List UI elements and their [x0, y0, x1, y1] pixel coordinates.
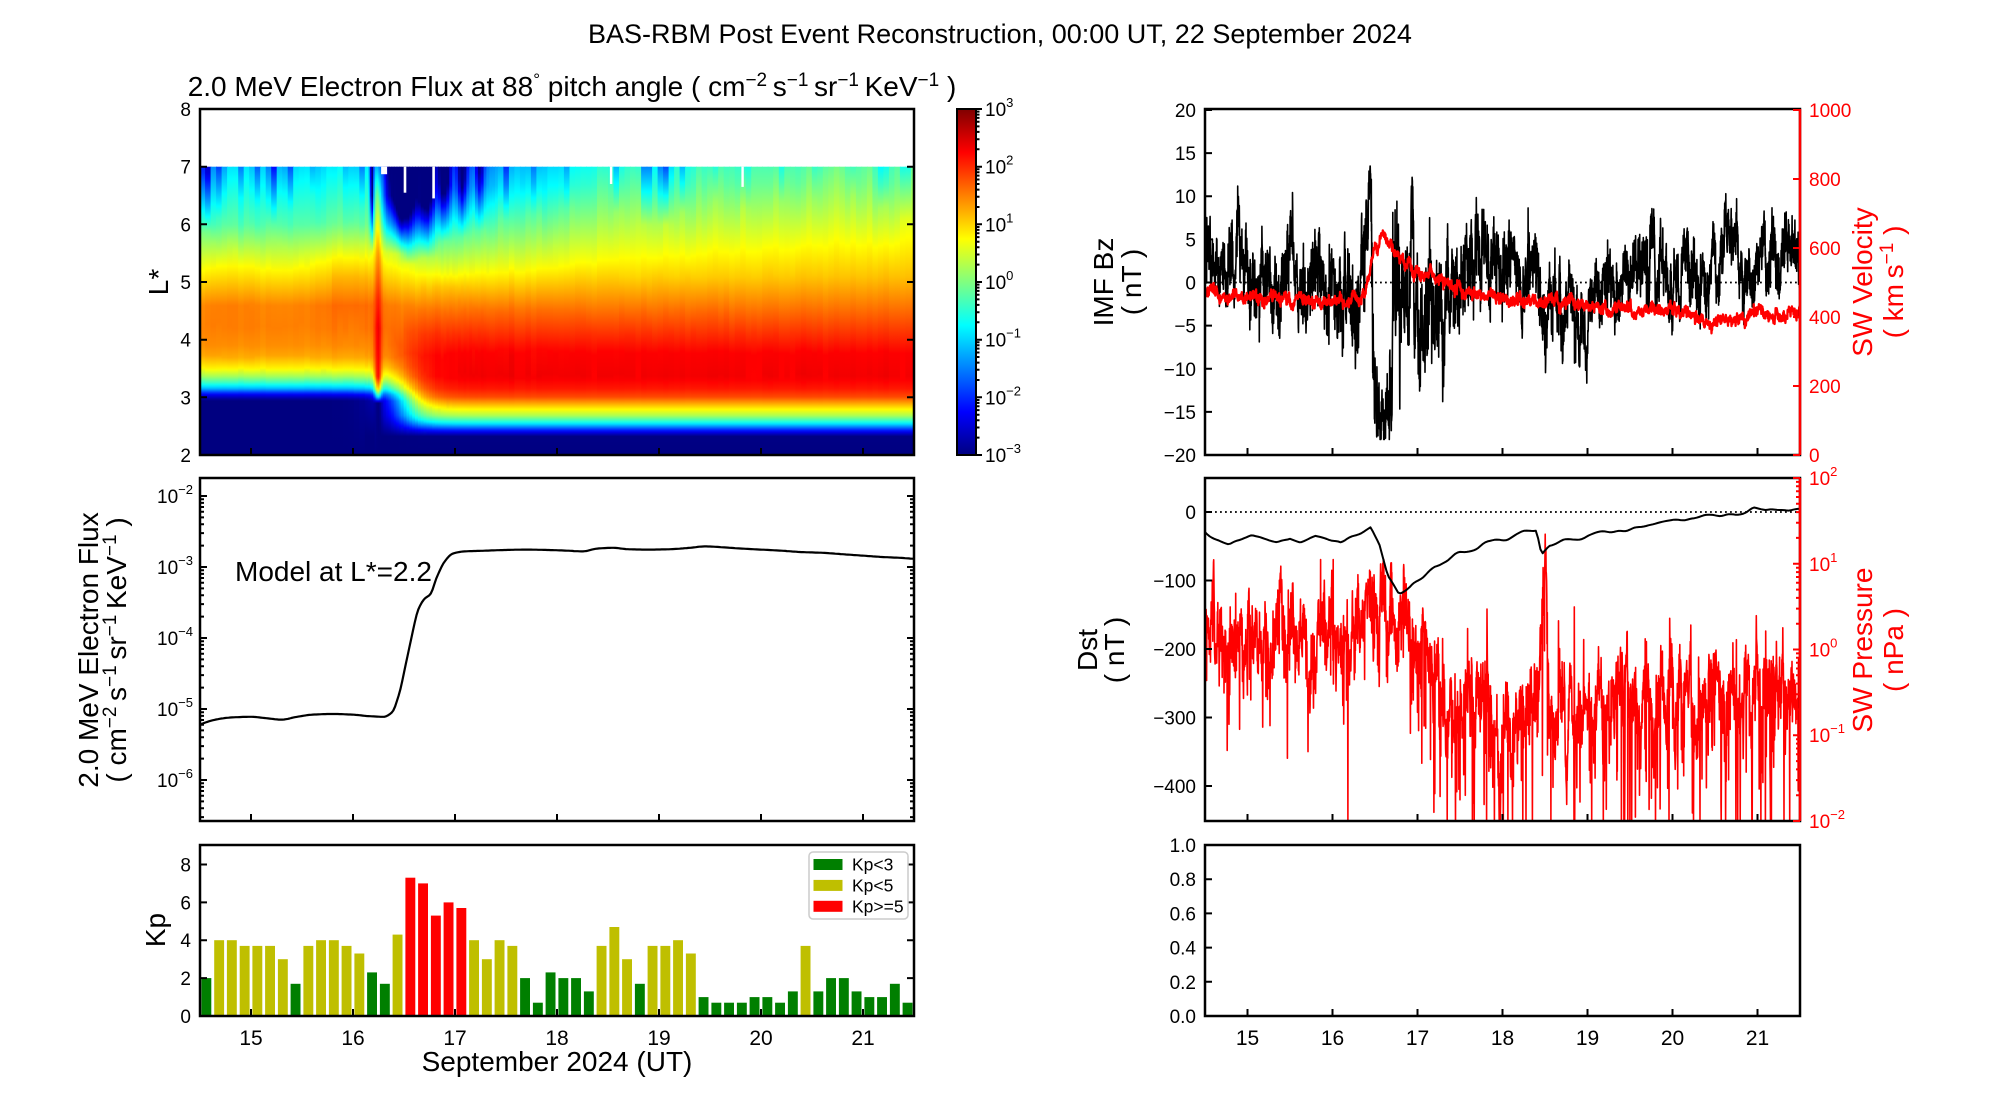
- svg-text:800: 800: [1809, 170, 1841, 191]
- svg-text:0: 0: [1809, 446, 1820, 467]
- svg-text:September 2024 (UT): September 2024 (UT): [422, 1046, 693, 1077]
- svg-text:2.0 MeV Electron Flux at 88° p: 2.0 MeV Electron Flux at 88° pitch angle…: [188, 70, 957, 102]
- svg-text:( nT ): ( nT ): [1099, 617, 1130, 683]
- svg-text:( km s−1 ): ( km s−1 ): [1877, 226, 1909, 339]
- svg-text:L*: L*: [143, 269, 174, 296]
- svg-text:Kp<5: Kp<5: [852, 875, 893, 895]
- svg-text:Kp>=5: Kp>=5: [852, 896, 904, 916]
- svg-text:( nPa ): ( nPa ): [1878, 608, 1909, 692]
- svg-text:600: 600: [1809, 239, 1841, 260]
- svg-text:5: 5: [180, 273, 191, 294]
- svg-text:20: 20: [749, 1027, 772, 1050]
- svg-text:15: 15: [1236, 1027, 1259, 1050]
- svg-text:0.2: 0.2: [1170, 973, 1196, 994]
- svg-text:−300: −300: [1153, 709, 1196, 730]
- svg-text:2: 2: [180, 969, 191, 990]
- svg-text:−10: −10: [1164, 360, 1196, 381]
- svg-text:6: 6: [180, 215, 191, 236]
- svg-text:−20: −20: [1164, 446, 1196, 467]
- svg-text:( nT ): ( nT ): [1116, 249, 1147, 315]
- svg-text:10−6: 10−6: [157, 766, 193, 792]
- svg-text:19: 19: [647, 1027, 670, 1050]
- svg-text:0: 0: [1185, 503, 1196, 524]
- svg-text:18: 18: [1491, 1027, 1514, 1050]
- svg-text:4: 4: [180, 331, 191, 352]
- svg-text:IMF Bz: IMF Bz: [1088, 238, 1119, 327]
- svg-text:16: 16: [341, 1027, 364, 1050]
- svg-text:400: 400: [1809, 308, 1841, 329]
- svg-text:1.0: 1.0: [1170, 836, 1196, 857]
- svg-text:Model at L*=2.2: Model at L*=2.2: [235, 556, 432, 587]
- svg-text:21: 21: [851, 1027, 874, 1050]
- svg-text:19: 19: [1576, 1027, 1599, 1050]
- svg-text:0.4: 0.4: [1170, 939, 1197, 960]
- svg-text:2.0 MeV Electron Flux: 2.0 MeV Electron Flux: [73, 512, 104, 787]
- svg-text:0.8: 0.8: [1170, 870, 1196, 891]
- svg-text:21: 21: [1746, 1027, 1769, 1050]
- svg-text:0: 0: [180, 1007, 191, 1028]
- svg-text:−200: −200: [1153, 640, 1196, 661]
- svg-text:20: 20: [1661, 1027, 1684, 1050]
- svg-text:6: 6: [180, 893, 191, 914]
- svg-text:4: 4: [180, 931, 191, 952]
- svg-text:10: 10: [1175, 187, 1196, 208]
- svg-text:0.0: 0.0: [1170, 1007, 1196, 1028]
- svg-text:( cm−2 s−1 sr−1 KeV−1 ): ( cm−2 s−1 sr−1 KeV−1 ): [100, 517, 132, 782]
- svg-text:SW Pressure: SW Pressure: [1847, 568, 1878, 733]
- svg-text:8: 8: [180, 856, 191, 877]
- svg-text:1000: 1000: [1809, 101, 1851, 122]
- svg-text:−15: −15: [1164, 403, 1196, 424]
- svg-text:Dst: Dst: [1072, 629, 1103, 671]
- svg-text:Kp<3: Kp<3: [852, 855, 893, 875]
- svg-text:3: 3: [180, 388, 191, 409]
- svg-text:−400: −400: [1153, 777, 1196, 798]
- svg-text:10−1: 10−1: [985, 326, 1021, 352]
- svg-text:8: 8: [180, 100, 191, 121]
- svg-text:15: 15: [239, 1027, 262, 1050]
- svg-text:0.6: 0.6: [1170, 904, 1196, 925]
- svg-text:10−3: 10−3: [157, 553, 193, 579]
- svg-text:5: 5: [1185, 230, 1196, 251]
- svg-text:−5: −5: [1174, 317, 1196, 338]
- svg-text:7: 7: [180, 158, 191, 179]
- svg-text:20: 20: [1175, 101, 1196, 122]
- svg-text:16: 16: [1321, 1027, 1344, 1050]
- svg-text:100: 100: [1809, 636, 1837, 662]
- svg-text:18: 18: [545, 1027, 568, 1050]
- svg-text:Kp: Kp: [140, 913, 171, 947]
- svg-text:−100: −100: [1153, 572, 1196, 593]
- svg-text:200: 200: [1809, 377, 1841, 398]
- svg-text:0: 0: [1185, 274, 1196, 295]
- svg-text:17: 17: [1406, 1027, 1429, 1050]
- svg-text:SW Velocity: SW Velocity: [1847, 207, 1878, 356]
- svg-text:15: 15: [1175, 144, 1196, 165]
- svg-text:BAS-RBM Post Event Reconstruct: BAS-RBM Post Event Reconstruction, 00:00…: [588, 19, 1412, 49]
- svg-text:2: 2: [180, 446, 191, 467]
- svg-text:17: 17: [443, 1027, 466, 1050]
